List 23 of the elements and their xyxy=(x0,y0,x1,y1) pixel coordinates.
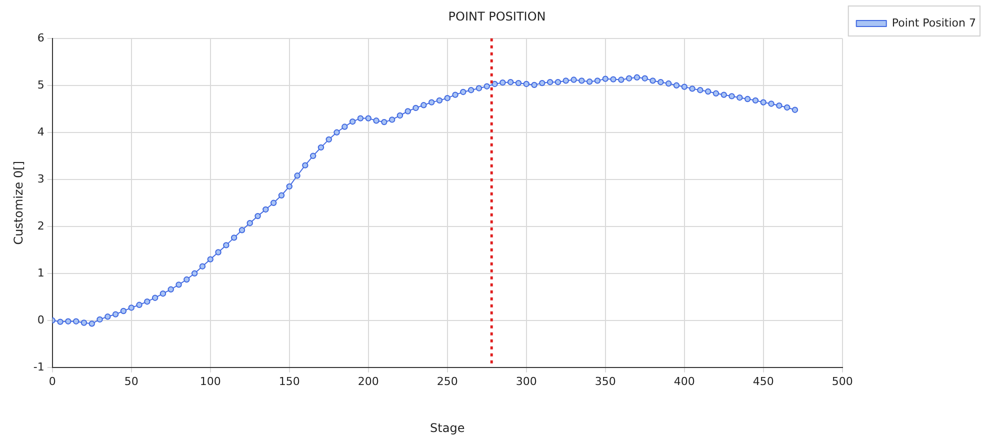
x-tick-label: 350 xyxy=(594,374,616,388)
x-tick-label: 50 xyxy=(124,374,138,388)
x-tick-label: 200 xyxy=(358,374,379,388)
x-axis-title: Stage xyxy=(430,420,465,435)
y-tick-label: 2 xyxy=(37,219,44,232)
x-tick-label: 250 xyxy=(436,374,458,388)
x-tick-label: 100 xyxy=(200,374,221,388)
y-tick-label: 1 xyxy=(37,266,44,280)
y-axis-title: Customize 0[] xyxy=(11,160,26,245)
chart-title: POINT POSITION xyxy=(448,9,546,24)
x-tick-label: 400 xyxy=(674,374,695,388)
legend-label: Point Position 7 xyxy=(892,16,976,30)
x-tick-label: 0 xyxy=(48,374,56,388)
x-tick-label: 500 xyxy=(832,374,853,388)
x-tick-label: 300 xyxy=(516,374,537,388)
y-tick-label: 6 xyxy=(37,31,44,44)
y-tick-label: 0 xyxy=(37,313,44,326)
y-tick-label: 3 xyxy=(37,172,44,186)
x-tick-label: 450 xyxy=(752,374,774,388)
y-tick-label: 4 xyxy=(37,125,44,138)
y-tick-label: 5 xyxy=(37,78,44,92)
y-tick-label: -1 xyxy=(33,360,44,374)
x-tick-label: 150 xyxy=(278,374,300,388)
